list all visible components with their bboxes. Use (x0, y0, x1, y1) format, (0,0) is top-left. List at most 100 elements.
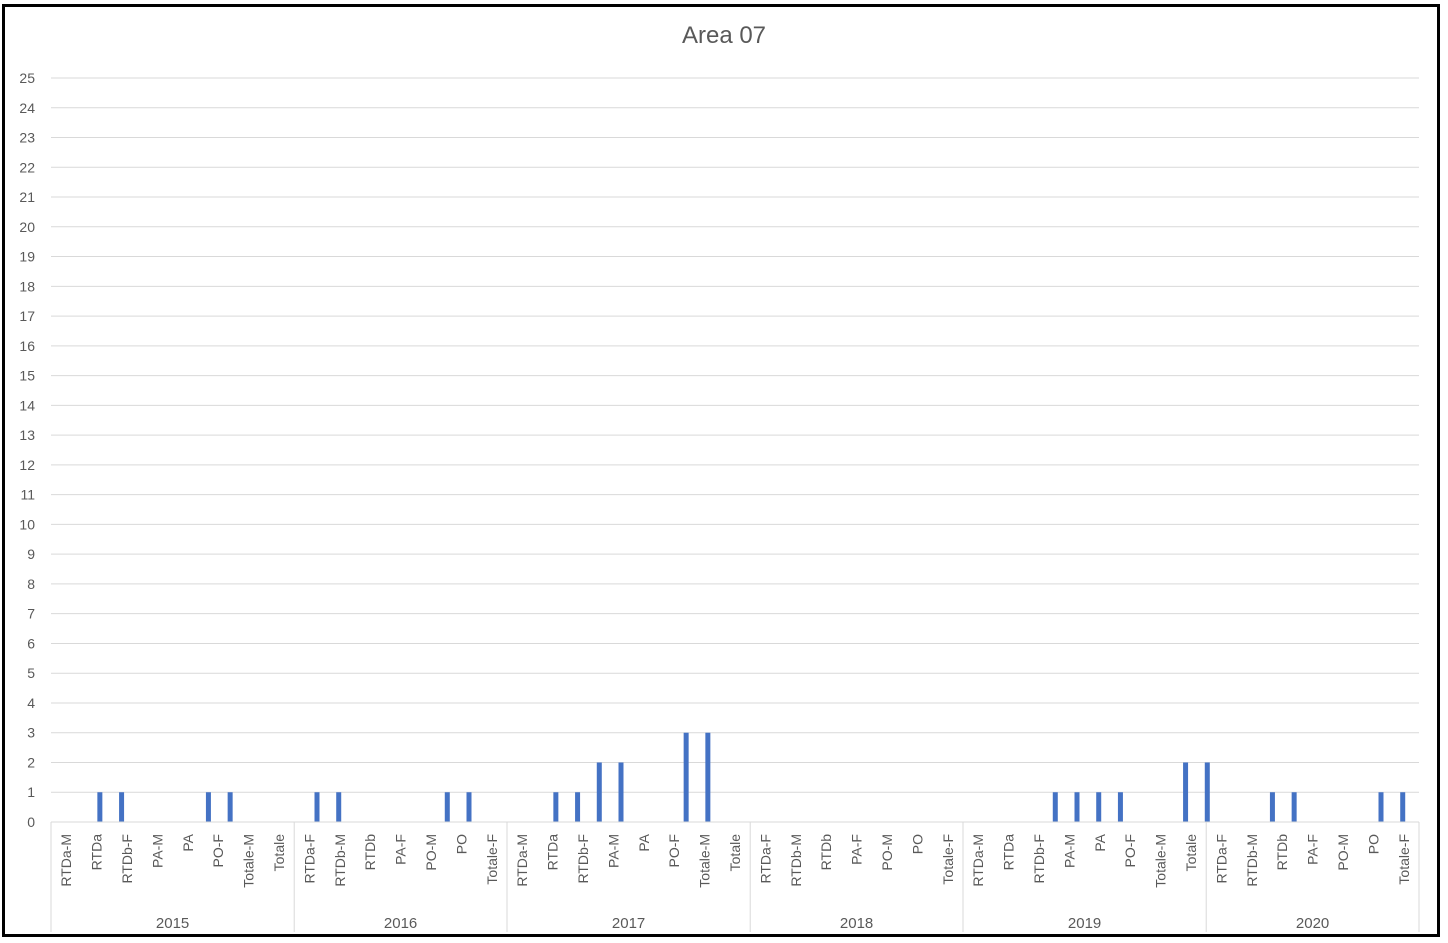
x-tick-label: Totale (727, 834, 743, 872)
bar (683, 732, 689, 822)
x-tick-label: PO-M (1335, 834, 1351, 871)
x-group-label: 2019 (1068, 915, 1101, 932)
x-tick-label: Totale (271, 834, 287, 872)
bar (1117, 792, 1123, 822)
x-group-label: 2016 (384, 915, 417, 932)
x-tick-label: RTDa-M (970, 834, 986, 887)
x-tick-label: RTDb-M (788, 834, 804, 887)
x-group-label: 2017 (612, 915, 645, 932)
bar (1291, 792, 1297, 822)
y-tick-label: 6 (27, 635, 35, 651)
bar (314, 792, 320, 822)
x-group-label: 2015 (156, 915, 189, 932)
y-tick-label: 18 (19, 278, 35, 294)
bar (575, 792, 581, 822)
y-tick-label: 23 (19, 130, 35, 146)
x-tick-label: RTDb-F (1031, 834, 1047, 884)
bar (705, 732, 711, 822)
bar (1269, 792, 1275, 822)
y-tick-label: 25 (19, 70, 35, 86)
x-tick-label: RTDb-M (1244, 834, 1260, 887)
bar (553, 792, 559, 822)
x-tick-label: RTDa (545, 834, 561, 871)
x-tick-label: RTDa-M (58, 834, 74, 887)
x-tick-label: Totale (1183, 834, 1199, 872)
x-tick-label: PA-F (849, 834, 865, 865)
x-tick-label: Totale-M (697, 834, 713, 888)
x-tick-label: RTDa (89, 834, 105, 871)
x-tick-label: PA-F (1305, 834, 1321, 865)
x-tick-label: PA (1092, 833, 1108, 851)
bar (1378, 792, 1384, 822)
x-tick-label: Totale-F (484, 834, 500, 885)
x-tick-label: PO-F (210, 834, 226, 867)
y-tick-label: 1 (27, 784, 35, 800)
x-tick-label: PO-F (666, 834, 682, 867)
bar (119, 792, 125, 822)
y-tick-label: 7 (27, 606, 35, 622)
bar (336, 792, 342, 822)
x-tick-label: RTDb (1274, 834, 1290, 871)
bar (1183, 762, 1189, 822)
x-tick-label: Totale-M (1153, 834, 1169, 888)
x-tick-label: PA-F (393, 834, 409, 865)
x-tick-label: PO (909, 834, 925, 854)
y-tick-label: 16 (19, 338, 35, 354)
y-tick-label: 20 (19, 219, 35, 235)
y-tick-label: 15 (19, 368, 35, 384)
x-tick-label: PO-M (423, 834, 439, 871)
x-tick-label: RTDb-F (575, 834, 591, 884)
x-tick-label: PA-M (605, 834, 621, 868)
x-tick-label: RTDa-F (1213, 834, 1229, 884)
x-tick-label: Totale-F (940, 834, 956, 885)
x-group-label: 2018 (840, 915, 873, 932)
x-tick-label: RTDa (1001, 834, 1017, 871)
y-tick-label: 19 (19, 249, 35, 265)
bar (596, 762, 602, 822)
bar (1096, 792, 1102, 822)
y-tick-label: 22 (19, 159, 35, 175)
x-tick-label: RTDb-F (119, 834, 135, 884)
x-tick-label: RTDa-F (757, 834, 773, 884)
x-tick-label: Totale-F (1396, 834, 1412, 885)
x-tick-label: PA-M (149, 834, 165, 868)
y-tick-label: 13 (19, 427, 35, 443)
chart-frame (2, 4, 1440, 937)
y-tick-label: 4 (27, 695, 35, 711)
y-tick-label: 0 (27, 814, 35, 830)
bar (1052, 792, 1058, 822)
bar (1204, 762, 1210, 822)
x-group-label: 2020 (1296, 915, 1329, 932)
y-tick-label: 12 (19, 457, 35, 473)
y-tick-label: 3 (27, 725, 35, 741)
y-tick-label: 8 (27, 576, 35, 592)
x-tick-label: PO (453, 834, 469, 854)
bar (618, 762, 624, 822)
x-tick-label: Totale-M (241, 834, 257, 888)
chart-title: Area 07 (681, 22, 767, 49)
bar (1400, 792, 1406, 822)
bar (444, 792, 450, 822)
x-tick-label: PA-M (1061, 834, 1077, 868)
y-tick-label: 2 (27, 754, 35, 770)
x-tick-label: RTDb (362, 834, 378, 871)
bar (1074, 792, 1080, 822)
x-tick-label: PO (1365, 834, 1381, 854)
y-tick-label: 17 (19, 308, 35, 324)
bar (205, 792, 211, 822)
y-tick-label: 5 (27, 665, 35, 681)
x-tick-label: PO-F (1122, 834, 1138, 867)
x-tick-label: RTDa-F (301, 834, 317, 884)
y-tick-label: 14 (19, 397, 35, 413)
y-tick-label: 9 (27, 546, 35, 562)
y-tick-label: 11 (20, 487, 35, 503)
x-tick-label: RTDa-M (514, 834, 530, 887)
y-tick-label: 10 (19, 516, 35, 532)
y-tick-label: 21 (19, 189, 35, 205)
x-tick-label: RTDb (818, 834, 834, 871)
x-tick-label: PO-M (879, 834, 895, 871)
x-tick-label: PA (636, 833, 652, 851)
y-tick-label: 24 (19, 100, 35, 116)
x-tick-label: PA (180, 833, 196, 851)
